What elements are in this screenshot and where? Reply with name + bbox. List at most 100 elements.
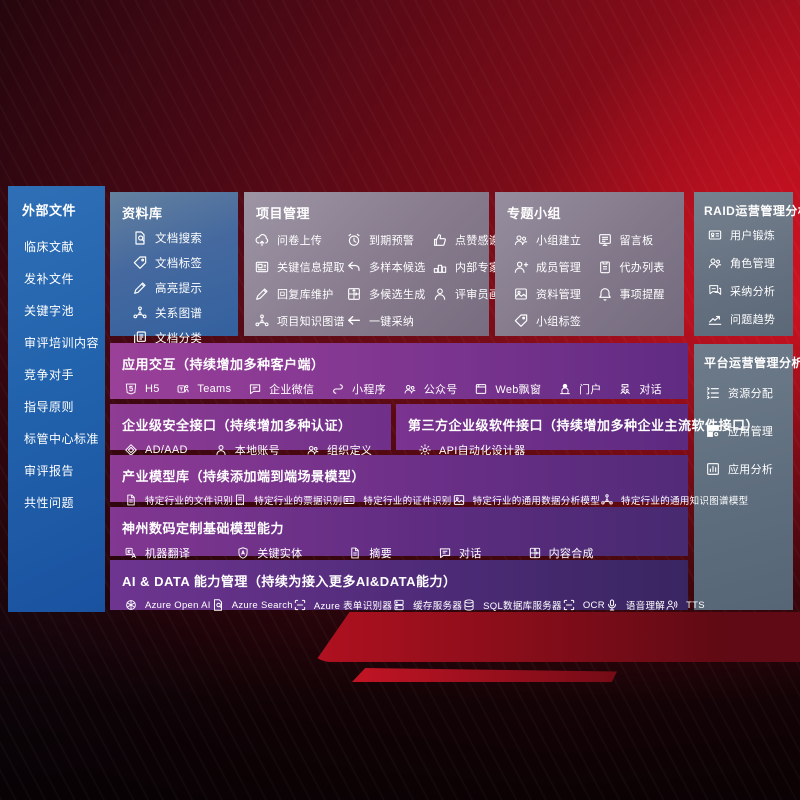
highlighter-icon — [132, 280, 148, 296]
feature-item[interactable]: 留言板 — [597, 232, 679, 248]
user-card-icon — [707, 227, 723, 243]
feature-item[interactable]: 特定行业的票据识别 — [233, 493, 342, 507]
feature-item[interactable]: 成员管理 — [513, 259, 595, 275]
compose-icon — [528, 546, 542, 560]
feature-item[interactable]: Azure Search — [211, 598, 293, 612]
feature-label: H5 — [145, 383, 160, 395]
feature-item[interactable]: TTS — [665, 598, 705, 612]
feature-item[interactable]: 企业微信 — [248, 381, 314, 397]
feature-item[interactable]: 到期预警 — [346, 232, 428, 248]
cloud-upload-icon — [254, 232, 270, 248]
feature-item[interactable]: 多样本候选 — [346, 259, 428, 275]
feature-item[interactable]: AD/AAD — [124, 443, 188, 457]
feature-item[interactable]: SQL数据库服务器 — [462, 598, 562, 612]
feature-item[interactable]: 特定行业的证件识别 — [342, 493, 451, 507]
feature-item[interactable]: 多候选生成 — [346, 286, 428, 302]
feature-item[interactable]: 高亮提示 — [132, 280, 238, 296]
feature-item[interactable]: 公众号 — [403, 381, 458, 397]
feature-item[interactable]: 角色管理 — [707, 255, 793, 271]
feature-label: 文档标签 — [155, 258, 203, 270]
sidebar-item[interactable]: 指导原则 — [24, 400, 75, 414]
feature-item[interactable]: 回复库维护 — [254, 286, 342, 302]
panel-platform-analysis: 平台运营管理分析 资源分配 应用管理 应用分析 — [694, 344, 800, 610]
feature-label: 多样本候选 — [369, 262, 426, 274]
panel-app-interaction: 应用交互（持续增加多种客户端） H5 Teams 企业微信 小程序 公众号 Web飘窗 门户… — [110, 343, 688, 399]
sidebar-item[interactable]: 临床文献 — [24, 240, 75, 254]
feature-label: 内容合成 — [548, 548, 594, 560]
feature-item[interactable]: 采纳分析 — [707, 283, 793, 299]
feature-item[interactable]: 组织定义 — [306, 442, 372, 458]
feature-label: Azure Search — [231, 599, 293, 611]
feature-item[interactable]: 文档分类 — [132, 330, 238, 346]
feature-label: 资料管理 — [536, 289, 582, 301]
feature-item[interactable]: 对话 — [438, 545, 482, 561]
panel-document-library: 资料库 文档搜索 文档标签 高亮提示 关系图谱 文档分类 — [110, 192, 238, 345]
panel-special-groups: 专题小组 小组建立 留言板 成员管理 代办列表资料管理 事项提醒 小组标签 — [495, 192, 684, 336]
feature-label: 关键实体 — [257, 548, 303, 560]
feature-item[interactable]: 用户锻炼 — [707, 227, 793, 243]
sidebar-item[interactable]: 审评报告 — [24, 464, 75, 478]
feature-item[interactable]: 一键采纳 — [346, 313, 428, 329]
feature-item[interactable]: 问题趋势 — [707, 311, 793, 327]
feature-label: 点赞感谢 — [455, 235, 501, 247]
feature-item[interactable]: Web飘窗 — [474, 381, 541, 397]
speech-icon — [605, 598, 619, 612]
feature-item[interactable]: OCR — [562, 598, 605, 612]
cache-server-icon — [392, 598, 406, 612]
feature-item[interactable]: 代办列表 — [597, 259, 679, 275]
feature-item[interactable]: 小程序 — [331, 381, 386, 397]
azure-search-icon — [211, 598, 225, 612]
feature-item[interactable]: 资源分配 — [705, 385, 793, 401]
feature-item[interactable]: 文档标签 — [132, 255, 238, 271]
feature-item[interactable]: 关系图谱 — [132, 305, 238, 321]
feature-item[interactable]: 文档搜索 — [132, 230, 238, 246]
ocr-icon — [562, 598, 576, 612]
feature-item[interactable]: 资料管理 — [513, 286, 595, 302]
summary-icon — [348, 546, 362, 560]
sidebar-item[interactable]: 发补文件 — [24, 272, 75, 286]
feature-item[interactable]: 机器翻译 — [124, 545, 190, 561]
feature-item[interactable]: 内容合成 — [528, 545, 594, 561]
feature-item[interactable]: 事项提醒 — [597, 286, 679, 302]
feature-item[interactable]: 语音理解 — [605, 598, 665, 612]
h5-icon — [124, 382, 138, 396]
feature-item[interactable]: 小组标签 — [513, 313, 595, 329]
feature-item[interactable]: 门户 — [558, 381, 602, 397]
feature-item[interactable]: 应用管理 — [705, 423, 793, 439]
feature-label: 关键信息提取 — [277, 262, 345, 274]
feature-label: Azure Open AI — [145, 599, 211, 611]
feature-label: 对话 — [459, 548, 482, 560]
sidebar-item[interactable]: 共性问题 — [24, 496, 75, 510]
feature-item[interactable]: 小组建立 — [513, 232, 595, 248]
feature-item[interactable]: 本地账号 — [214, 442, 280, 458]
feature-item[interactable]: 摘要 — [348, 545, 392, 561]
feature-item[interactable]: 项目知识图谱 — [254, 313, 345, 329]
feature-item[interactable]: 缓存服务器 — [392, 598, 462, 612]
feature-item[interactable]: 关键实体 — [236, 545, 302, 561]
feature-item[interactable]: 对话 — [618, 381, 662, 397]
feature-item[interactable]: 点赞感谢 — [432, 232, 523, 248]
expert-rank-icon — [432, 259, 448, 275]
feature-item[interactable]: H5 — [124, 382, 160, 396]
tag-icon — [132, 255, 148, 271]
feature-label: 应用分析 — [728, 464, 774, 476]
sidebar-item[interactable]: 竞争对手 — [24, 368, 75, 382]
feature-item[interactable]: Teams — [176, 382, 231, 396]
panel-title: 专题小组 — [507, 206, 562, 221]
group-create-icon — [513, 232, 529, 248]
sidebar-item[interactable]: 标管中心标准 — [24, 432, 100, 446]
feature-item[interactable]: 特定行业的通用数据分析模型 — [452, 493, 600, 507]
tts-icon — [665, 598, 679, 612]
alarm-icon — [346, 232, 362, 248]
feature-item[interactable]: API自动化设计器 — [418, 442, 525, 458]
feature-item[interactable]: Azure Open AI — [124, 598, 211, 612]
sidebar-item[interactable]: 关键字池 — [24, 304, 75, 318]
feature-item[interactable]: Azure 表单识别器 — [293, 598, 392, 612]
feature-item[interactable]: 关键信息提取 — [254, 259, 345, 275]
sidebar-item[interactable]: 审评培训内容 — [24, 336, 100, 350]
feature-item[interactable]: 特定行业的文件识别 — [124, 493, 233, 507]
feature-item[interactable]: 应用分析 — [705, 461, 793, 477]
feature-item[interactable]: 问卷上传 — [254, 232, 342, 248]
feature-item[interactable]: 特定行业的通用知识图谱模型 — [600, 493, 748, 507]
form-recognizer-icon — [293, 598, 307, 612]
